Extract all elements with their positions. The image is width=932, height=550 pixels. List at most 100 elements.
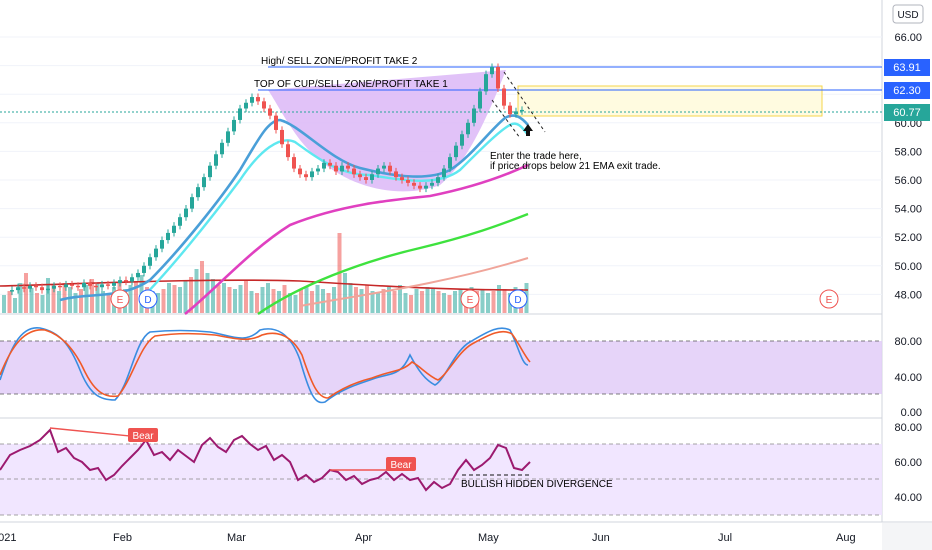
candle-body xyxy=(112,282,116,286)
candle-body xyxy=(430,182,434,186)
volume-bar xyxy=(13,298,17,313)
volume-bar xyxy=(271,289,276,313)
bear-label-1: Bear xyxy=(128,428,158,442)
volume-bar xyxy=(403,293,408,313)
currency-button[interactable]: USD xyxy=(892,4,924,24)
candle-body xyxy=(106,284,110,286)
rsi-tick-label: 60.00 xyxy=(894,457,922,469)
candle-body xyxy=(376,168,380,175)
volume-bar xyxy=(249,291,254,313)
volume-bar xyxy=(293,295,298,313)
svg-text:E: E xyxy=(117,295,124,306)
time-tick-label: 2021 xyxy=(0,532,16,544)
candle-body xyxy=(358,174,362,178)
price-tick-label: 52.00 xyxy=(894,232,922,244)
volume-bar xyxy=(183,281,188,313)
volume-bar xyxy=(222,283,226,313)
candle-body xyxy=(166,232,170,241)
candle-body xyxy=(454,145,458,158)
event-marker-earnings-future[interactable]: E xyxy=(819,289,839,309)
candle-body xyxy=(460,134,464,146)
volume-bar xyxy=(79,289,83,313)
candle-body xyxy=(256,97,260,102)
volume-bar xyxy=(57,291,61,313)
candle-body xyxy=(46,288,50,291)
candle-body xyxy=(226,131,230,143)
candle-body xyxy=(178,217,182,226)
volume-bar xyxy=(7,291,12,313)
candle-body xyxy=(484,74,488,92)
volume-bar xyxy=(409,295,413,313)
candle-body xyxy=(496,67,500,89)
volume-bar xyxy=(310,291,314,313)
svg-text:D: D xyxy=(144,295,151,306)
time-tick-label: Jul xyxy=(718,532,732,544)
candle-body xyxy=(22,287,26,289)
event-marker-dividend[interactable]: D xyxy=(138,289,158,309)
volume-bar xyxy=(315,285,320,313)
candle-body xyxy=(418,185,422,189)
volume-bar xyxy=(172,285,177,313)
volume-bar xyxy=(381,289,386,313)
volume-bars xyxy=(2,233,529,313)
candle-body xyxy=(118,280,122,283)
svg-text:Bear: Bear xyxy=(390,460,412,471)
volume-bar xyxy=(447,295,452,313)
volume-bar xyxy=(51,285,56,313)
stoch-axis[interactable]: 80.00 40.00 0.00 xyxy=(894,336,922,419)
ma-200 xyxy=(299,257,529,307)
volume-bar xyxy=(288,293,292,313)
candle-body xyxy=(214,154,218,166)
svg-text:E: E xyxy=(467,295,474,306)
candle-body xyxy=(250,97,254,103)
volume-bar xyxy=(46,278,50,313)
volume-bar xyxy=(359,289,364,313)
price-tick-label: 48.00 xyxy=(894,289,922,301)
volume-bar xyxy=(24,273,28,313)
volume-bar xyxy=(101,291,105,313)
volume-bar xyxy=(189,277,193,313)
rsi-line xyxy=(0,428,531,492)
volume-bar xyxy=(238,285,243,313)
price-tick-label: 54.00 xyxy=(894,204,922,216)
candle-body xyxy=(280,129,284,145)
volume-bar xyxy=(18,283,23,313)
stoch-tick-label: 40.00 xyxy=(894,372,922,384)
candle-body xyxy=(238,108,242,120)
volume-bar xyxy=(200,261,204,313)
stoch-d-line xyxy=(0,329,531,399)
event-marker-earnings[interactable]: E xyxy=(110,289,130,309)
candle-body xyxy=(82,282,86,288)
volume-bar xyxy=(453,291,457,313)
candle-body xyxy=(310,171,314,178)
ma-100 xyxy=(257,212,529,315)
target-zone xyxy=(517,85,823,117)
volume-bar xyxy=(260,287,265,313)
volume-bar xyxy=(266,283,270,313)
volume-bar xyxy=(376,293,380,313)
volume-bar xyxy=(255,293,259,313)
candle-body xyxy=(136,272,140,278)
candle-body xyxy=(490,67,494,75)
rsi-band xyxy=(0,444,882,515)
volume-bar xyxy=(299,289,303,313)
stoch-k-line xyxy=(0,327,529,404)
cup-shape xyxy=(268,70,506,192)
svg-text:62.30: 62.30 xyxy=(893,85,921,97)
volume-bar xyxy=(442,293,446,313)
candle-body xyxy=(148,257,152,266)
price-label-63: 63.91 xyxy=(884,59,930,76)
volume-bar xyxy=(420,291,424,313)
rsi-axis[interactable]: 80.00 60.00 40.00 xyxy=(894,422,922,504)
candle-body xyxy=(508,105,512,115)
volume-bar xyxy=(40,295,45,313)
time-tick-label: May xyxy=(478,532,499,544)
candle-body xyxy=(190,197,194,209)
candle-body xyxy=(70,284,74,286)
volume-bar xyxy=(480,289,485,313)
event-marker-earnings[interactable]: E xyxy=(460,289,480,309)
candle-body xyxy=(10,290,14,292)
time-axis[interactable]: 2021 Feb Mar Apr May Jun Jul Aug xyxy=(0,532,856,544)
event-marker-dividend[interactable]: D xyxy=(508,289,528,309)
